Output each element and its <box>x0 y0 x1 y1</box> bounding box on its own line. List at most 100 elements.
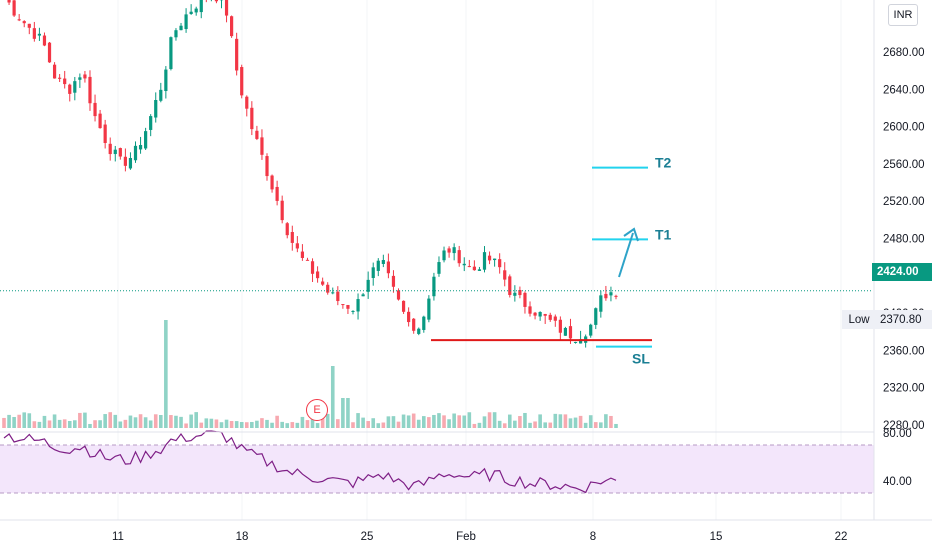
candle-body <box>195 9 198 13</box>
volume-bar <box>119 421 123 428</box>
volume-bar <box>382 423 386 428</box>
candle-body <box>599 295 602 311</box>
currency-label[interactable]: INR <box>888 4 918 26</box>
volume-bar <box>366 421 370 428</box>
candle-body <box>549 315 552 320</box>
candle-body <box>316 271 319 278</box>
candle-body <box>281 201 284 220</box>
candle-body <box>7 0 10 3</box>
volume-bar <box>265 420 269 428</box>
volume-bar <box>361 418 365 428</box>
candle-body <box>604 294 607 298</box>
volume-bar <box>417 420 421 428</box>
volume-bar <box>306 420 310 428</box>
volume-bar <box>478 423 482 428</box>
volume-bar <box>457 415 461 428</box>
price-axis-label: 2600.00 <box>883 122 925 134</box>
candle-body <box>341 304 344 305</box>
candle-body <box>331 292 334 293</box>
candle-body <box>119 148 122 156</box>
volume-bar <box>594 422 598 428</box>
candle-body <box>270 176 273 190</box>
candle-body <box>554 317 557 321</box>
candle-body <box>276 187 279 201</box>
volume-bar <box>275 416 279 428</box>
candle-body <box>28 24 31 28</box>
candle-body <box>104 125 107 143</box>
date-axis-label: 25 <box>361 531 374 543</box>
candle-body <box>432 277 435 297</box>
candle-body <box>83 74 86 78</box>
volume-bar <box>108 412 112 428</box>
candle-body <box>53 65 56 79</box>
candle-body <box>230 16 233 36</box>
volume-bar <box>533 421 537 428</box>
candle-body <box>63 79 66 85</box>
volume-bar <box>210 419 214 428</box>
candle-body <box>240 67 243 95</box>
candle-body <box>306 260 309 261</box>
candle-body <box>326 285 329 293</box>
candle-body <box>609 292 612 295</box>
candle-body <box>402 301 405 312</box>
candle-body <box>235 39 238 71</box>
volume-bar <box>255 421 259 428</box>
candle-body <box>356 299 359 311</box>
volume-bar <box>336 419 340 428</box>
candle-body <box>159 90 162 101</box>
candle-body <box>478 269 481 271</box>
volume-bar <box>518 416 522 428</box>
volume-bar <box>184 423 188 428</box>
earnings-marker[interactable]: E <box>306 399 328 421</box>
volume-bar <box>113 415 117 428</box>
volume-bar <box>225 420 229 428</box>
volume-bar <box>270 423 274 428</box>
candle-body <box>245 97 248 109</box>
volume-bar <box>53 414 57 428</box>
candle-body <box>392 276 395 287</box>
volume-bar <box>437 413 441 428</box>
volume-bar <box>179 417 183 428</box>
candle-body <box>114 150 117 154</box>
volume-bar <box>22 412 26 428</box>
volume-bar <box>538 414 542 428</box>
volume-bar <box>488 412 492 428</box>
candle-body <box>13 0 16 15</box>
price-axis-label: 2320.00 <box>883 383 925 395</box>
candle-body <box>589 325 592 336</box>
candle-body <box>255 131 258 139</box>
volume-bar <box>88 424 92 428</box>
volume-bar <box>376 423 380 428</box>
candle-body <box>58 78 61 79</box>
volume-bar <box>296 423 300 428</box>
candle-body <box>109 144 112 154</box>
candle-body <box>372 267 375 278</box>
target-label-t1: T1 <box>655 226 672 242</box>
candle-body <box>225 0 228 16</box>
volume-bar <box>483 416 487 428</box>
candle-body <box>129 158 132 168</box>
volume-bar <box>103 414 107 428</box>
candle-body <box>88 77 91 103</box>
volume-bar <box>93 420 97 428</box>
price-axis-label: 2680.00 <box>883 47 925 59</box>
candle-body <box>564 328 567 336</box>
volume-bar <box>83 413 87 428</box>
volume-bar <box>98 420 102 428</box>
plot-background <box>0 0 874 520</box>
date-axis-label: 15 <box>710 531 723 543</box>
volume-bar <box>356 413 360 428</box>
volume-bar <box>493 412 497 428</box>
candle-body <box>73 81 76 93</box>
volume-bar <box>604 414 608 428</box>
candle-body <box>18 19 21 20</box>
volume-bar <box>407 415 411 428</box>
target-label-t2: T2 <box>655 155 672 171</box>
volume-bar <box>33 421 37 428</box>
candle-body <box>174 30 177 37</box>
volume-bar <box>250 422 254 428</box>
volume-bar <box>205 418 209 428</box>
candle-body <box>250 108 253 129</box>
